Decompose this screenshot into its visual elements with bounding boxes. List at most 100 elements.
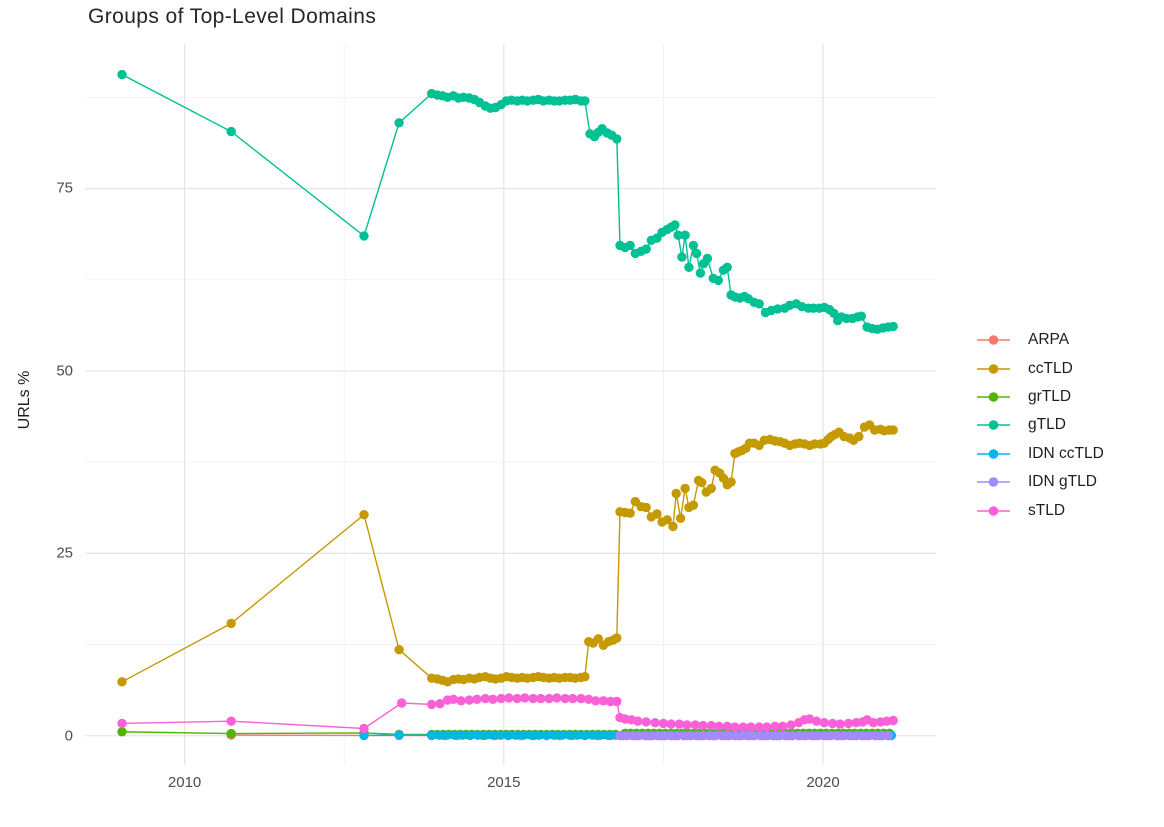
series-stld-point xyxy=(544,693,554,704)
series-idn-cctld-point xyxy=(518,730,529,740)
series-stld-point xyxy=(598,696,609,706)
series-stld-point xyxy=(722,721,732,731)
series-idn-cctld-point xyxy=(503,730,513,740)
series-stld-point xyxy=(464,695,474,705)
series-stld-point xyxy=(770,721,780,731)
legend-key-point xyxy=(988,477,999,487)
series-stld-point xyxy=(552,693,562,703)
series-stld-point xyxy=(658,718,669,729)
series-cctld-point xyxy=(580,672,590,682)
series-stld-point xyxy=(448,694,459,704)
series-stld-point xyxy=(811,716,822,726)
legend-item-idn-cctld: IDN ccTLD xyxy=(977,440,1104,468)
series-gtld-point xyxy=(673,230,683,240)
legend: ARPA ccTLD grTLD gTLD IDN ccTLD IDN gTLD sTLD xyxy=(977,326,1104,525)
series-stld-point xyxy=(496,693,506,704)
series-idn-cctld-point xyxy=(534,730,544,740)
series-cctld-point xyxy=(697,477,707,488)
series-stld-point xyxy=(633,716,643,726)
series-cctld-point xyxy=(888,425,898,435)
series-cctld-point xyxy=(625,508,635,518)
series-idn-cctld-point xyxy=(434,730,444,740)
series-cctld-point xyxy=(671,488,681,499)
series-gtld-point xyxy=(677,252,687,262)
series-stld-point xyxy=(746,722,756,732)
series-idn-cctld-point xyxy=(480,730,490,740)
series-cctld-point xyxy=(726,477,736,487)
series-idn-cctld-point xyxy=(603,730,613,740)
series-stld-point xyxy=(520,693,530,703)
series-stld-point xyxy=(762,722,772,732)
series-idn-cctld-point xyxy=(495,730,506,740)
series-stld-point xyxy=(819,718,829,728)
series-gtld-point xyxy=(580,96,590,106)
series-stld-point xyxy=(568,693,578,704)
legend-item-idn-gtld: IDN gTLD xyxy=(977,468,1104,496)
series-gtld-point xyxy=(680,230,690,240)
series-cctld-point xyxy=(612,633,622,643)
series-idn-cctld-point xyxy=(587,730,598,740)
series-gtld-point xyxy=(773,304,783,314)
series-idn-cctld-point xyxy=(394,730,404,740)
legend-key-icon xyxy=(977,477,1010,487)
series-cctld-point xyxy=(668,521,678,532)
series-idn-cctld-point xyxy=(488,730,498,740)
series-stld-point xyxy=(435,699,445,709)
y-tick-label: 50 xyxy=(56,362,73,380)
y-tick-label: 75 xyxy=(56,179,73,197)
series-stld-point xyxy=(827,718,838,729)
series-stld-point xyxy=(397,698,407,708)
series-stld-point xyxy=(650,718,660,728)
series-gtld-point xyxy=(722,262,732,272)
series-gtld-point xyxy=(117,69,127,80)
series-stld-point xyxy=(868,718,879,728)
series-gtld-point xyxy=(754,299,764,309)
series-gtld xyxy=(117,69,898,334)
series-gtld-point xyxy=(670,220,680,230)
y-tick-label: 0 xyxy=(64,727,73,745)
series-cctld-point xyxy=(854,431,864,442)
series-stld-point xyxy=(888,715,898,726)
series-idn-cctld-point xyxy=(359,730,369,741)
series-stld-point xyxy=(690,720,700,730)
series-idn-cctld-point xyxy=(557,730,567,740)
series-stld-point xyxy=(480,693,490,704)
series-idn-gtld xyxy=(615,731,893,741)
series-stld-point xyxy=(576,693,586,704)
series-stld-point xyxy=(730,722,740,732)
series-stld-point xyxy=(488,694,498,704)
series-cctld-point xyxy=(641,502,651,513)
chart-title: Groups of Top-Level Domains xyxy=(88,5,377,28)
series-stld-point xyxy=(591,696,601,706)
series-gtld-point xyxy=(691,248,702,259)
series-gtld-point xyxy=(702,253,713,264)
series-idn-cctld-point xyxy=(427,730,437,740)
series-gtld-point xyxy=(888,321,898,332)
series-idn-cctld-point xyxy=(580,730,590,740)
series-gtld-point xyxy=(713,275,723,286)
series-idn-cctld-point xyxy=(442,730,452,740)
series-gtld-point xyxy=(394,118,404,128)
series-stld-point xyxy=(359,723,369,734)
series-idn-cctld-point xyxy=(549,730,559,740)
legend-key-icon xyxy=(977,392,1010,402)
series-idn-cctld-point xyxy=(472,730,483,740)
series-stld-point xyxy=(472,694,482,704)
series-cctld-point xyxy=(688,500,699,510)
series-stld-point xyxy=(754,722,764,732)
series-stld-point xyxy=(504,693,514,703)
series-gtld-point xyxy=(829,308,839,318)
series-gtld-point xyxy=(856,311,866,321)
series-idn-gtld-point xyxy=(883,731,893,741)
series-stld-point xyxy=(456,696,466,706)
legend-key-icon xyxy=(977,420,1010,431)
legend-key-point xyxy=(988,505,999,516)
x-tick-label: 2015 xyxy=(487,774,521,791)
series-cctld-point xyxy=(675,513,686,523)
series-gtld-point xyxy=(359,231,369,241)
series-cctld-point xyxy=(359,510,369,520)
y-tick-label: 25 xyxy=(56,544,73,562)
series-stld-point xyxy=(706,720,716,731)
series-cctld-point xyxy=(117,677,127,687)
